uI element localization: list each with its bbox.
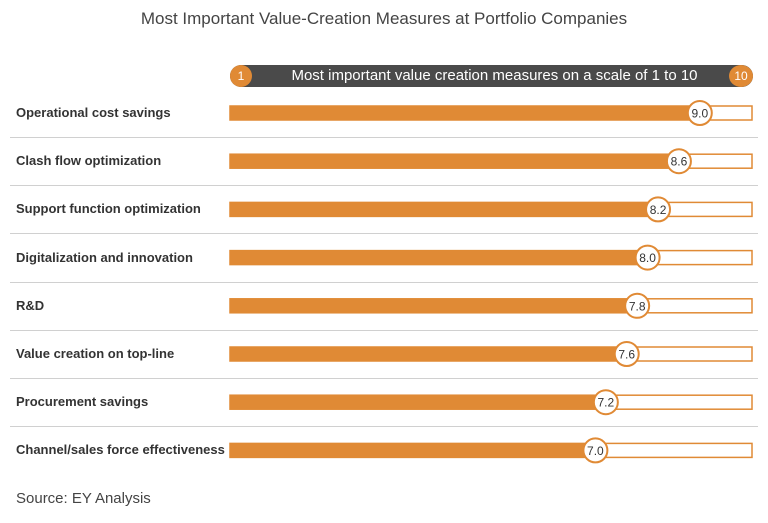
bar [230,250,648,265]
category-label: Procurement savings [16,394,149,410]
category-label: Value creation on top-line [16,346,175,361]
bar [230,395,606,410]
chart-title: Most Important Value-Creation Measures a… [140,9,628,28]
data-label: 9.0 [691,107,708,121]
value-marker [582,437,609,464]
data-label: 8.0 [639,251,656,265]
row-divider [10,137,758,138]
value-marker [592,389,619,416]
category-label: Support function optimization [16,201,201,217]
value-marker [645,196,672,223]
source-note: Source: EY Analysis [16,490,151,507]
data-label: 7.6 [618,348,635,362]
category-label: Channel/sales force effectiveness [16,442,225,458]
scale-header: 1 Most important value creation measures… [230,65,753,87]
value-marker [634,244,661,271]
category-label: Digitalization and innovation [16,249,193,265]
bar [230,154,679,169]
row-divider [10,329,758,331]
row-divider [10,378,758,379]
bar [230,106,700,120]
bar [230,298,638,313]
category-label: R&D [16,297,45,313]
value-marker [665,148,692,175]
row-divider [10,233,758,235]
row-divider [10,281,758,283]
scale-min-marker: 1 [230,65,252,87]
category-label: Clash flow optimization [16,153,162,169]
category-label: Operational cost savings [16,105,171,120]
bar [230,443,596,458]
data-label: 8.6 [671,155,688,169]
bar [230,347,627,361]
row-divider [10,185,758,187]
scale-max-marker: 10 [729,65,753,87]
row-divider [10,426,758,428]
value-marker [613,341,640,367]
value-marker [686,100,713,126]
bar [230,202,659,217]
data-label: 7.8 [629,299,646,313]
data-label: 8.2 [650,203,667,217]
value-marker [624,292,651,319]
data-label: 7.2 [597,396,614,410]
data-label: 7.0 [587,444,604,458]
scale-description: Most important value creation measures o… [291,67,698,84]
